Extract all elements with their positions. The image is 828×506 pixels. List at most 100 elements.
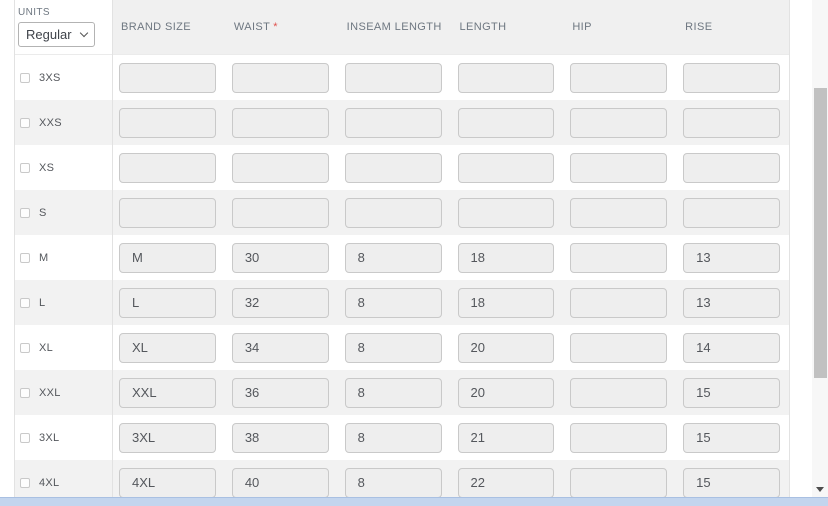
vertical-scrollbar[interactable] (812, 0, 828, 497)
measurement-input[interactable] (457, 332, 555, 363)
row-checkbox[interactable] (20, 117, 30, 128)
row-inputs (112, 197, 789, 228)
measurement-input[interactable] (457, 467, 555, 498)
row-checkbox[interactable] (20, 297, 30, 308)
measurement-input[interactable] (119, 107, 216, 138)
column-header-label: RISE (685, 21, 713, 33)
measurement-input[interactable] (683, 197, 780, 228)
size-cell: XXL (15, 387, 112, 399)
measurement-input[interactable] (457, 62, 555, 93)
measurement-input[interactable] (231, 242, 329, 273)
row-checkbox[interactable] (20, 72, 30, 83)
measurement-input[interactable] (570, 467, 668, 498)
measurement-input[interactable] (344, 197, 442, 228)
size-label: 4XL (39, 476, 60, 489)
column-header: WAIST * (232, 21, 329, 33)
measurement-input[interactable] (683, 287, 780, 318)
measurement-input[interactable] (570, 332, 668, 363)
measurement-input[interactable] (119, 332, 216, 363)
measurement-input[interactable] (231, 152, 329, 183)
measurement-input[interactable] (570, 197, 668, 228)
horizontal-scrollbar-thumb[interactable] (0, 497, 828, 506)
measurement-input[interactable] (683, 467, 780, 498)
measurement-input[interactable] (570, 152, 668, 183)
measurement-input[interactable] (119, 152, 216, 183)
required-asterisk: * (273, 21, 278, 33)
row-inputs (112, 332, 789, 363)
row-checkbox[interactable] (20, 477, 30, 488)
size-chart-table: UNITS Regular BRAND SIZE WAIST * INSEAM LEN… (14, 0, 790, 505)
row-checkbox[interactable] (20, 342, 30, 353)
size-label: XL (39, 341, 54, 354)
row-checkbox[interactable] (20, 252, 30, 263)
row-inputs (112, 107, 789, 138)
row-checkbox[interactable] (20, 162, 30, 173)
measurement-input[interactable] (119, 467, 216, 498)
measurement-input[interactable] (119, 197, 216, 228)
measurement-input[interactable] (457, 287, 555, 318)
measurement-input[interactable] (344, 152, 442, 183)
table-row: M (15, 235, 789, 280)
size-cell: 4XL (15, 477, 112, 489)
measurement-input[interactable] (683, 152, 780, 183)
size-label: XS (39, 161, 55, 174)
measurement-input[interactable] (457, 242, 555, 273)
measurement-input[interactable] (344, 242, 442, 273)
measurement-input[interactable] (570, 287, 668, 318)
measurement-input[interactable] (231, 197, 329, 228)
measurement-input[interactable] (457, 107, 555, 138)
vertical-scrollbar-thumb[interactable] (814, 88, 827, 378)
measurement-input[interactable] (344, 422, 442, 453)
row-checkbox[interactable] (20, 207, 30, 218)
column-header-label: LENGTH (459, 21, 507, 33)
measurement-input[interactable] (119, 377, 216, 408)
table-row: S (15, 190, 789, 235)
measurement-input[interactable] (570, 377, 668, 408)
measurement-input[interactable] (231, 422, 329, 453)
measurement-input[interactable] (570, 62, 668, 93)
measurement-input[interactable] (344, 467, 442, 498)
row-checkbox[interactable] (20, 432, 30, 443)
measurement-input[interactable] (570, 422, 668, 453)
measurement-input[interactable] (119, 62, 216, 93)
measurement-input[interactable] (344, 377, 442, 408)
measurement-input[interactable] (231, 467, 329, 498)
measurement-input[interactable] (344, 332, 442, 363)
measurement-input[interactable] (119, 242, 216, 273)
measurement-input[interactable] (231, 332, 329, 363)
row-checkbox[interactable] (20, 387, 30, 398)
table-row: XXS (15, 100, 789, 145)
scroll-down-arrow-icon[interactable] (816, 487, 824, 492)
units-select[interactable]: Regular (18, 22, 95, 47)
size-cell: XL (15, 342, 112, 354)
measurement-input[interactable] (683, 377, 780, 408)
measurement-input[interactable] (570, 107, 668, 138)
measurement-input[interactable] (457, 197, 555, 228)
measurement-input[interactable] (683, 332, 780, 363)
measurement-input[interactable] (683, 242, 780, 273)
measurement-input[interactable] (231, 62, 329, 93)
measurement-input[interactable] (457, 152, 555, 183)
size-cell: L (15, 297, 112, 309)
measurement-input[interactable] (119, 287, 216, 318)
size-cell: 3XS (15, 72, 112, 84)
measurement-input[interactable] (457, 377, 555, 408)
size-label: XXL (39, 386, 61, 399)
units-select-value: Regular (26, 27, 72, 42)
measurement-input[interactable] (231, 377, 329, 408)
size-cell: 3XL (15, 432, 112, 444)
size-label: XXS (39, 116, 62, 129)
measurement-input[interactable] (231, 107, 329, 138)
measurement-input[interactable] (457, 422, 555, 453)
measurement-input[interactable] (344, 287, 442, 318)
measurement-input[interactable] (344, 107, 442, 138)
measurement-input[interactable] (683, 107, 780, 138)
measurement-input[interactable] (231, 287, 329, 318)
size-label: 3XS (39, 71, 61, 84)
measurement-input[interactable] (119, 422, 216, 453)
measurement-input[interactable] (683, 62, 780, 93)
measurement-input[interactable] (344, 62, 442, 93)
measurement-input[interactable] (683, 422, 780, 453)
header-columns: BRAND SIZE WAIST * INSEAM LENGTH LENGTH HIP RI… (112, 0, 789, 54)
measurement-input[interactable] (570, 242, 668, 273)
